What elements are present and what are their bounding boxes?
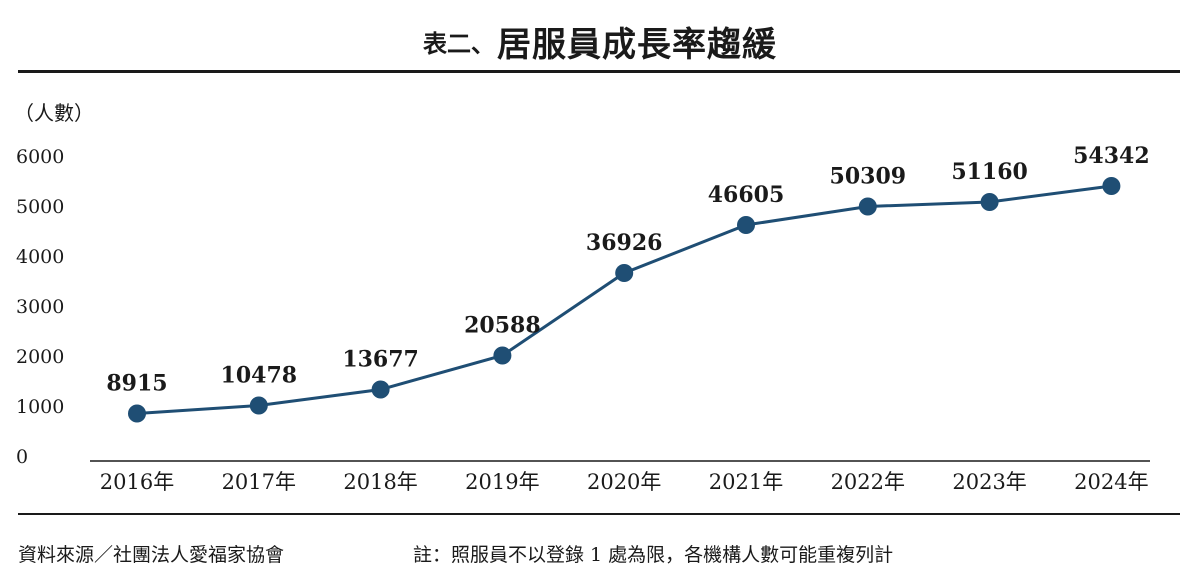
x-axis-ticks: 2016年 2017年 2018年 2019年 2020年 2021年 2022年 2023年… <box>100 470 1149 494</box>
data-label: 54342 <box>1073 143 1150 169</box>
chart-title: 表二、 居服員成長率趨緩 <box>0 12 1200 70</box>
data-label: 13677 <box>342 347 419 373</box>
data-label: 50309 <box>830 164 907 190</box>
title-prefix: 表二、 <box>423 28 495 58</box>
data-label: 46605 <box>708 182 785 208</box>
x-tick-label: 2018年 <box>343 470 417 494</box>
title-main: 居服員成長率趨緩 <box>497 24 777 65</box>
y-axis-ticks: 6000 5000 4000 3000 2000 1000 0 <box>16 146 64 468</box>
y-tick-label: 3000 <box>16 296 64 318</box>
footnote: 註：照服員不以登錄 1 處為限，各機構人數可能重複列計 <box>413 544 894 566</box>
data-point <box>737 216 755 234</box>
data-label: 20588 <box>464 313 541 339</box>
y-axis-unit-label: （人數） <box>14 101 94 125</box>
x-tick-label: 2021年 <box>709 470 783 494</box>
data-label: 36926 <box>586 230 663 256</box>
data-label: 10478 <box>221 363 298 389</box>
x-tick-label: 2023年 <box>952 470 1026 494</box>
data-point <box>615 264 634 282</box>
x-tick-label: 2020年 <box>587 470 661 494</box>
data-point <box>1102 177 1121 195</box>
x-tick-label: 2024年 <box>1074 470 1148 494</box>
data-point <box>493 346 512 365</box>
top-rule <box>18 70 1180 73</box>
data-point <box>980 193 999 211</box>
bottom-rule <box>18 513 1180 515</box>
y-tick-label: 2000 <box>16 346 64 368</box>
data-point <box>371 380 390 399</box>
y-tick-label: 5000 <box>16 196 64 218</box>
source-note: 資料來源／社團法人愛福家協會 <box>18 544 285 566</box>
x-tick-label: 2017年 <box>222 470 296 494</box>
y-tick-label: 6000 <box>16 146 64 168</box>
footer: 資料來源／社團法人愛福家協會 註：照服員不以登錄 1 處為限，各機構人數可能重複… <box>18 540 1188 570</box>
y-tick-label: 4000 <box>16 246 64 268</box>
data-point <box>128 404 146 423</box>
line-chart: （人數） 6000 5000 4000 3000 2000 1000 0 2016年 2017… <box>14 101 1150 494</box>
x-tick-label: 2019年 <box>465 470 539 494</box>
data-point <box>858 197 877 216</box>
y-tick-label: 1000 <box>16 396 64 418</box>
data-label: 51160 <box>951 159 1028 185</box>
data-points <box>128 177 1121 423</box>
data-labels: 8915 10478 13677 20588 36926 46605 50309 51160 5… <box>106 143 1149 397</box>
data-label: 8915 <box>106 371 167 397</box>
y-tick-label: 0 <box>16 446 28 468</box>
x-tick-label: 2016年 <box>100 470 174 494</box>
data-point <box>249 396 268 415</box>
x-tick-label: 2022年 <box>831 470 905 494</box>
